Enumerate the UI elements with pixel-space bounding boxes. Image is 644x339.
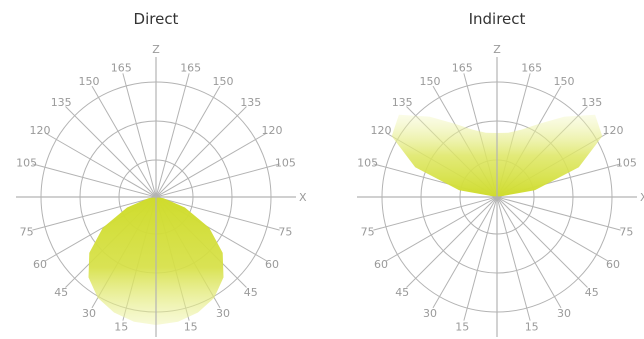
indirect-angle-label-135-left: 135 (392, 96, 413, 109)
direct-diagram: Direct Z X 15 15 30 30 45 45 60 60 75 75 105 105 120 120… (16, 10, 307, 337)
indirect-angle-label-30-right: 30 (557, 307, 571, 320)
direct-angle-label-165-left: 165 (111, 62, 132, 75)
indirect-angle-label-60-right: 60 (606, 258, 620, 271)
direct-angle-label-150-right: 150 (213, 75, 234, 88)
indirect-angle-label-60-left: 60 (374, 258, 388, 271)
indirect-angle-label-105-left: 105 (357, 156, 378, 169)
indirect-angle-label-45-left: 45 (395, 286, 409, 299)
indirect-angle-label-75-left: 75 (361, 226, 375, 239)
indirect-angle-label-165-right: 165 (521, 62, 542, 75)
direct-angle-label-45-left: 45 (54, 286, 68, 299)
indirect-angle-label-150-left: 150 (420, 75, 441, 88)
indirect-angle-label-75-right: 75 (619, 226, 633, 239)
direct-angle-label-105-right: 105 (275, 156, 296, 169)
indirect-angle-label-135-right: 135 (581, 96, 602, 109)
indirect-angle-label-30-left: 30 (423, 307, 437, 320)
indirect-diagram: Indirect Z X 15 15 30 30 45 45 60 60 75 75 105 105 120 1… (357, 10, 644, 337)
direct-angle-label-75-right: 75 (278, 226, 292, 239)
direct-angle-label-45-right: 45 (244, 286, 258, 299)
indirect-angle-label-45-right: 45 (585, 286, 599, 299)
indirect-angle-label-105-right: 105 (616, 156, 637, 169)
direct-angle-label-120-left: 120 (30, 124, 51, 137)
direct-x-label: X (299, 191, 307, 204)
direct-angle-label-120-right: 120 (262, 124, 283, 137)
indirect-x-label: X (640, 191, 644, 204)
direct-angle-label-105-left: 105 (16, 156, 37, 169)
direct-angle-label-75-left: 75 (20, 226, 34, 239)
indirect-angle-label-120-left: 120 (371, 124, 392, 137)
indirect-angle-label-165-left: 165 (452, 62, 473, 75)
direct-angle-label-150-left: 150 (79, 75, 100, 88)
indirect-angle-label-15-right: 15 (525, 320, 539, 333)
indirect-angle-label-120-right: 120 (603, 124, 624, 137)
indirect-title: Indirect (469, 10, 526, 28)
direct-angle-label-135-right: 135 (240, 96, 261, 109)
indirect-z-label: Z (493, 43, 501, 56)
direct-angle-label-30-left: 30 (82, 307, 96, 320)
direct-angle-label-30-right: 30 (216, 307, 230, 320)
direct-angle-label-15-right: 15 (184, 320, 198, 333)
direct-angle-label-15-left: 15 (114, 320, 128, 333)
direct-angle-label-165-right: 165 (180, 62, 201, 75)
indirect-angle-label-15-left: 15 (455, 320, 469, 333)
direct-angle-label-135-left: 135 (51, 96, 72, 109)
indirect-angle-label-150-right: 150 (554, 75, 575, 88)
direct-angle-label-60-right: 60 (265, 258, 279, 271)
direct-title: Direct (134, 10, 179, 28)
direct-angle-label-60-left: 60 (33, 258, 47, 271)
direct-z-label: Z (152, 43, 160, 56)
